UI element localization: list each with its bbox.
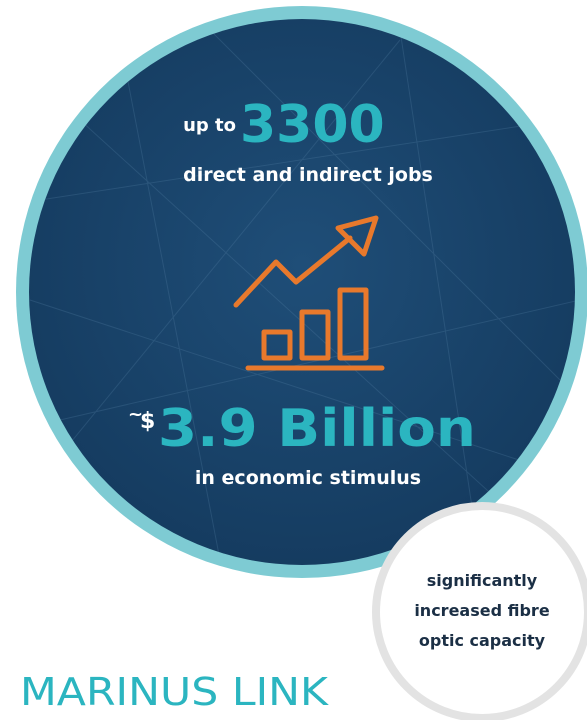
jobs-value: 3300 [240, 95, 385, 155]
jobs-prefix: up to [183, 115, 236, 136]
badge-line: increased fibre [414, 601, 550, 620]
stimulus-value: 3.9 Billion [158, 399, 476, 459]
bar-icon [261, 329, 293, 361]
brand: MARINUS LINK [20, 670, 329, 714]
growth-icon [233, 215, 385, 371]
badge-line: optic capacity [419, 631, 546, 650]
bar-icon [299, 309, 331, 361]
arrow-head [335, 215, 379, 257]
stimulus-tilde: ~ [128, 404, 143, 425]
jobs-caption: direct and indirect jobs [183, 164, 433, 186]
main-circle [29, 19, 575, 565]
stimulus-caption: in economic stimulus [195, 467, 421, 489]
badge-circle [372, 502, 587, 720]
badge-line: significantly [427, 571, 538, 590]
stimulus-currency: $ [140, 409, 155, 434]
bar-icon [337, 287, 369, 361]
arrow-line [233, 235, 353, 308]
